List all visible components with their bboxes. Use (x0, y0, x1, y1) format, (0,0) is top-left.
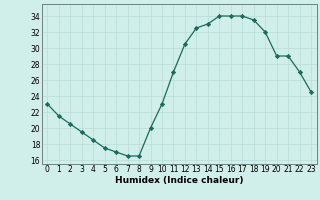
X-axis label: Humidex (Indice chaleur): Humidex (Indice chaleur) (115, 176, 244, 185)
